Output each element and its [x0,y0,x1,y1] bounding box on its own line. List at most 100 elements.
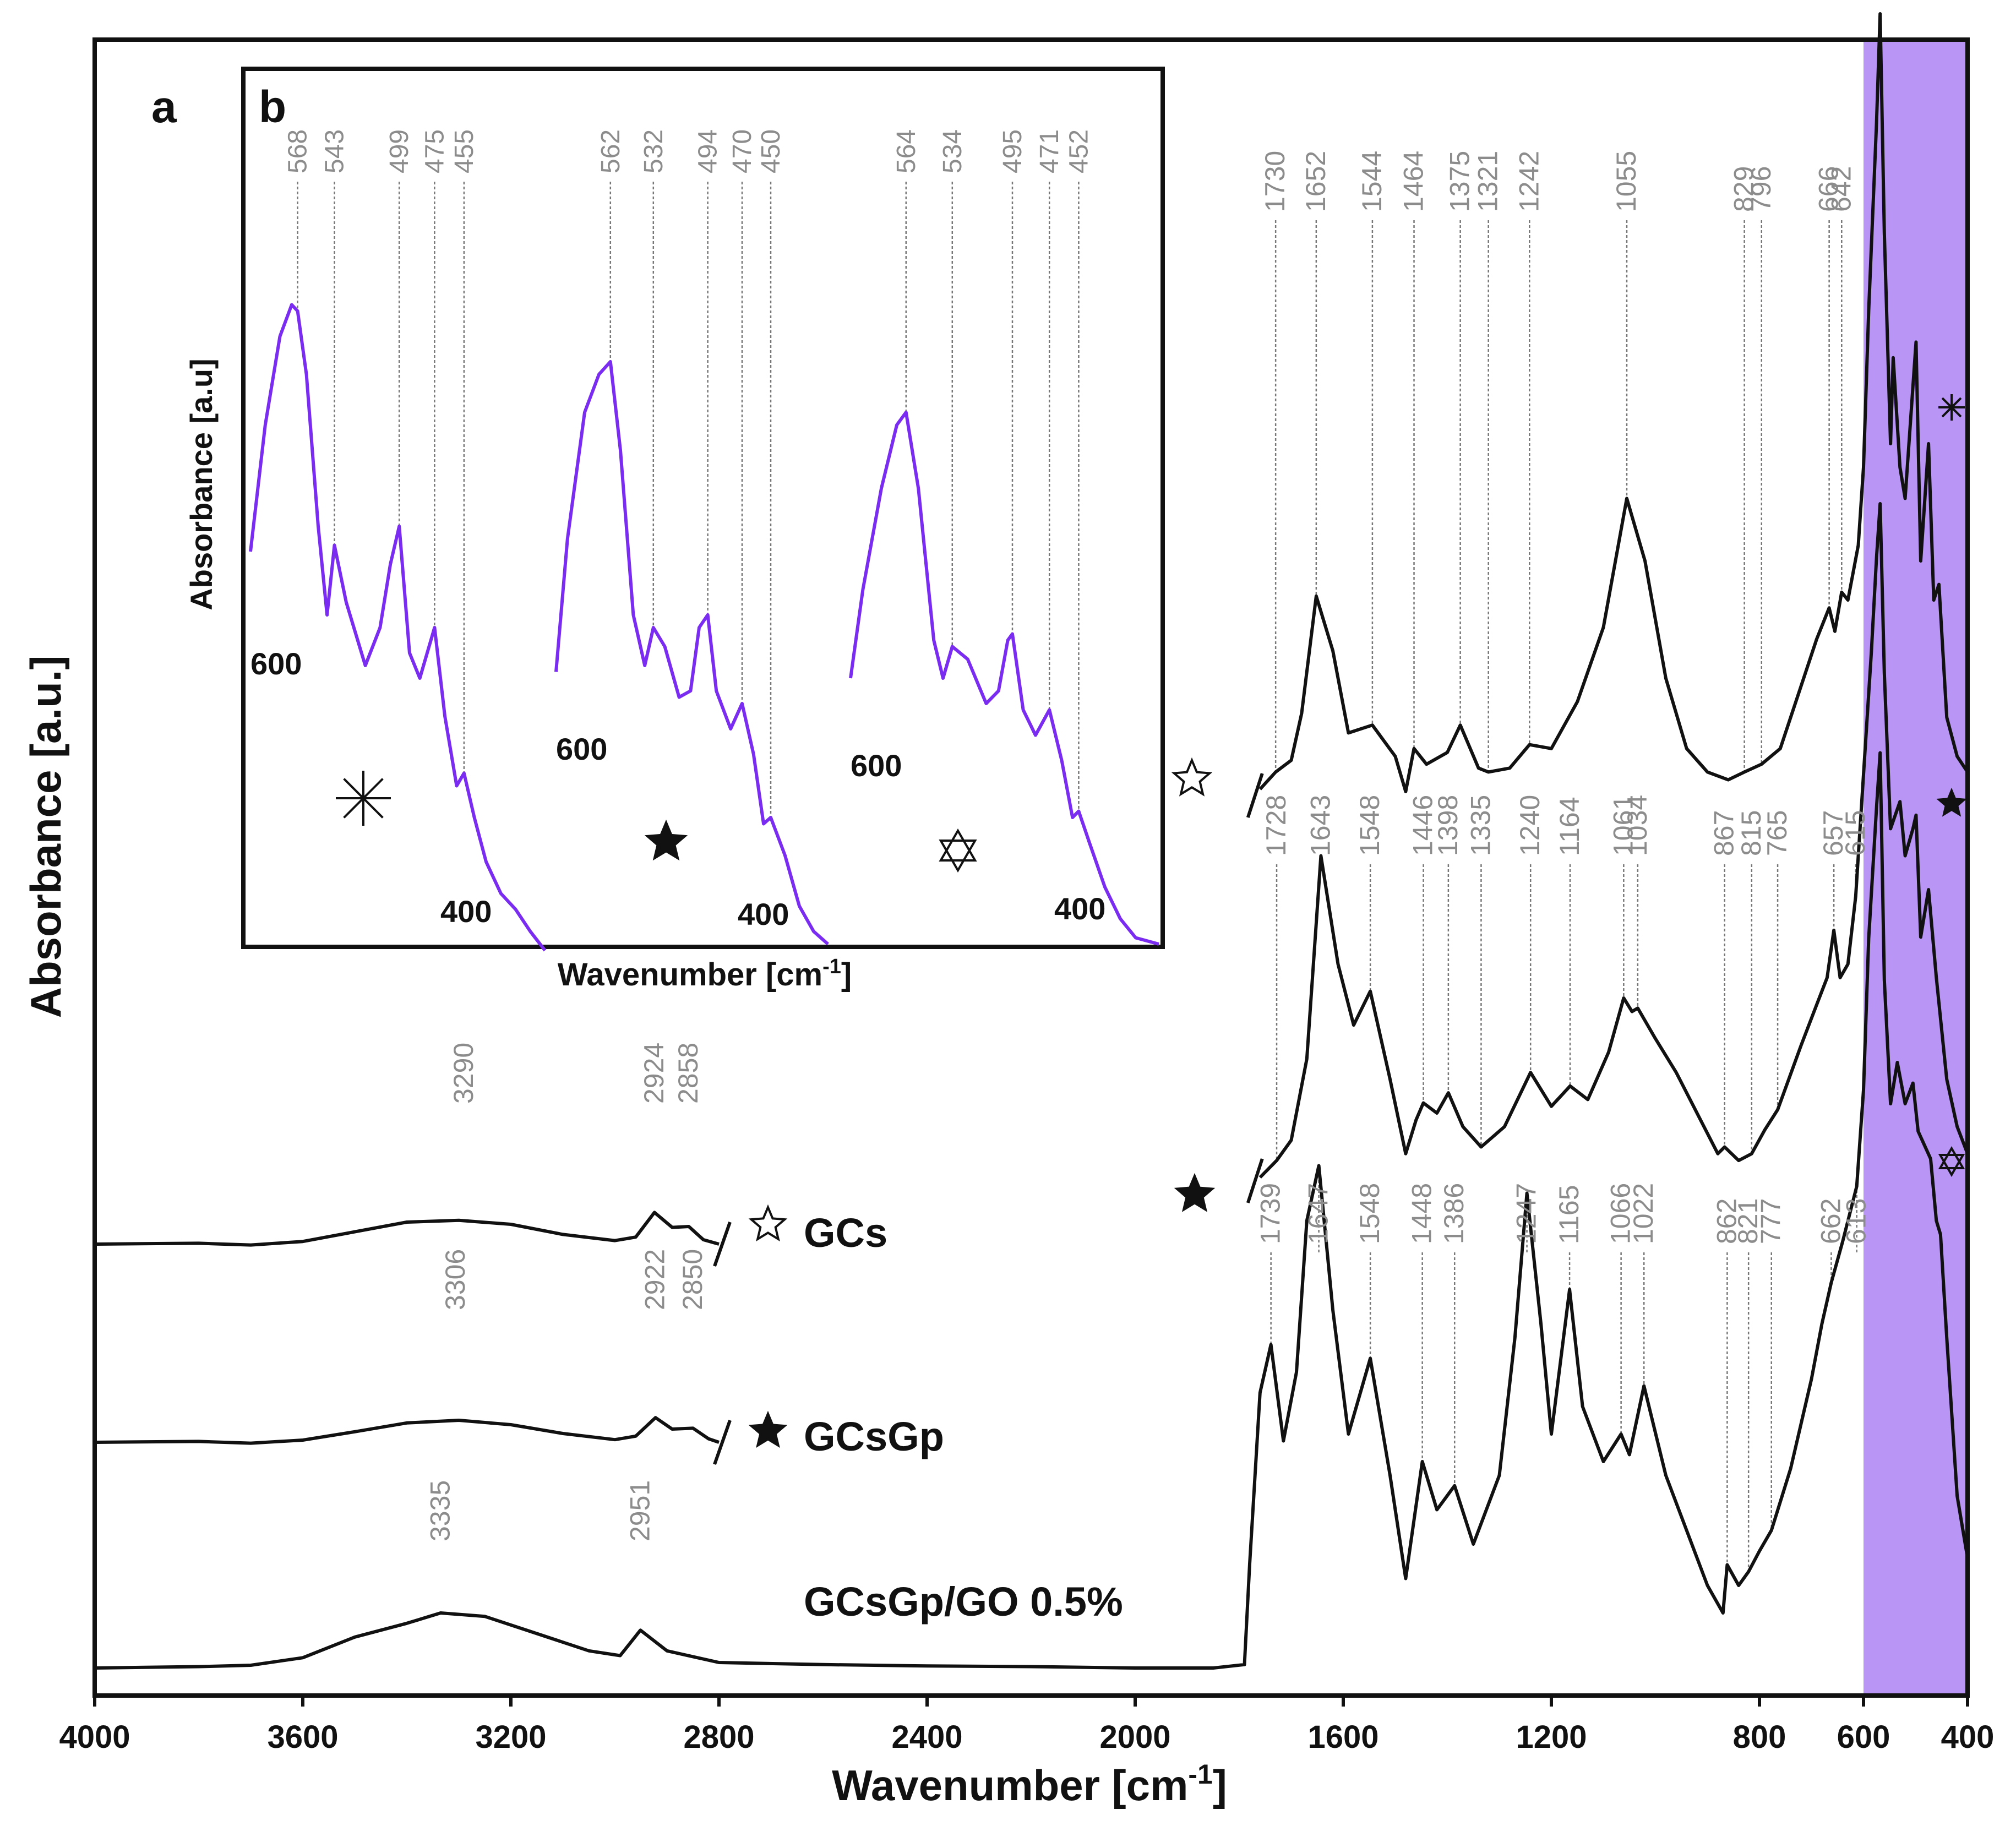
inset-peak-label: 471 [1035,129,1064,173]
inset-end-label: 400 [738,897,789,931]
panel-label-b: b [259,82,286,132]
highlight-band-600-400 [1864,40,1968,1696]
peak-label: 666 [1813,166,1844,212]
peak-label: 1055 [1611,151,1642,212]
inset-x-axis-label: Wavenumber [cm-1] [558,955,852,993]
inset-start-label: 600 [556,732,607,766]
peak-label: 1321 [1473,151,1503,212]
x-tick-label: 1200 [1516,1719,1587,1755]
peak-label: 1386 [1439,1183,1469,1244]
peak-label: 765 [1762,810,1792,856]
series-label-gcsgp-go: GCsGp/GO 0.5% [804,1579,1123,1625]
inset-y-axis-label: Absorbance [a.u] [184,358,219,610]
peak-label: 3306 [440,1249,471,1310]
inset-plot-frame [241,67,1165,949]
peak-label: 1448 [1407,1183,1437,1244]
axis-break-mark [713,1420,732,1465]
inset-end-label: 400 [440,894,492,929]
peak-label: 657 [1818,810,1849,856]
inset-end-label: 400 [1054,891,1105,926]
inset-peak-label: 495 [998,129,1027,173]
peak-label: 1335 [1465,795,1496,856]
x-tick-label: 2400 [891,1719,962,1755]
peak-label: 2850 [677,1249,708,1310]
inset-series-line-1 [554,360,829,946]
peak-label: 815 [1736,810,1767,856]
series-line-high-0 [94,1211,720,1247]
inset-peak-label: 475 [420,129,449,173]
inset-curves [249,303,1159,952]
inset-peak-label: 532 [639,129,668,173]
peak-label: 2951 [624,1480,655,1541]
peak-label: 662 [1815,1198,1846,1244]
peak-label: 642 [1826,166,1856,212]
inset-series-symbol [939,828,977,873]
peak-label: 3335 [424,1480,455,1541]
x-tick-label: 4000 [59,1719,130,1755]
main-y-axis-label: Absorbance [a.u.] [21,656,70,1018]
peak-label: 867 [1709,810,1740,856]
peak-label: 1242 [1513,151,1544,212]
inset-peak-label: 499 [385,129,414,173]
inset-peak-label: 534 [938,129,967,173]
series-line-2 [94,751,1969,1670]
inset-range-labels: 600 400 600 400 600 400 [250,646,1105,931]
main-curves [94,12,1969,1670]
peak-label: 2858 [673,1043,704,1104]
peak-label: 821 [1732,1198,1763,1244]
main-series-symbols [748,394,1967,1448]
peak-label: 1398 [1432,795,1463,856]
main-x-ticks: 4000 3600 3200 2800 2400 2000 1600 1200 800 600 40… [59,1696,1994,1755]
inset-series-symbols [336,771,977,873]
inset-peak-label: 568 [284,129,313,173]
panel-label-a: a [151,82,177,132]
peak-label: 1165 [1554,1185,1584,1244]
peak-label: 1247 [1511,1183,1542,1244]
series-symbol-end [1938,394,1965,421]
peak-label: 1034 [1622,795,1653,856]
peak-label: 829 [1729,166,1759,212]
peak-label: 615 [1840,810,1871,856]
series-line-low-1 [1258,502,1969,1179]
inset-start-label: 600 [250,646,302,681]
peak-label: 1548 [1354,1183,1385,1244]
inset-peak-label: 543 [320,129,349,173]
peak-label: 1446 [1408,795,1439,856]
peak-label: 2922 [640,1249,671,1310]
x-tick-label: 2000 [1099,1719,1170,1755]
series-symbol-break [1174,1173,1216,1212]
peak-label: 1643 [1305,795,1336,856]
peak-label: 1739 [1255,1183,1286,1244]
peak-label: 1022 [1628,1183,1659,1244]
peak-label: 1066 [1605,1183,1636,1244]
main-plot-frame [92,37,1970,1698]
inset-peak-label: 470 [728,129,757,173]
peak-label: 1240 [1514,795,1545,856]
inset-start-label: 600 [851,748,902,783]
peak-label: 1464 [1398,151,1429,212]
peak-label: 1544 [1356,151,1387,212]
main-peak-guides [1270,220,1857,1572]
axis-break-mark [1246,1158,1264,1203]
series-symbol-end [1938,1146,1965,1177]
series-symbol-end [1936,787,1967,817]
series-symbol-legend [748,1410,788,1448]
inset-series-line-0 [249,303,547,952]
x-tick-label: 2800 [683,1719,754,1755]
inset-peak-guides [297,182,1080,817]
inset-peak-label: 562 [596,129,625,173]
axis-break-mark [713,1222,732,1267]
inset-peak-label: 455 [450,129,479,173]
series-symbol-legend [748,1204,788,1242]
series-label-gcsgp: GCsGp [804,1414,944,1459]
inset-peak-labels: 568 543 499 475 455 562 532 494 470 450 564 534 495 4… [284,129,1094,173]
peak-label: 862 [1711,1198,1742,1244]
peak-label: 1548 [1354,795,1385,856]
peak-label: 1375 [1445,151,1475,212]
peak-label: 1730 [1260,151,1290,212]
series-line-low-0 [1258,12,1969,793]
peak-label: 1647 [1303,1183,1334,1244]
peak-label: 1652 [1300,151,1331,212]
peak-label: 1061 [1608,795,1638,856]
